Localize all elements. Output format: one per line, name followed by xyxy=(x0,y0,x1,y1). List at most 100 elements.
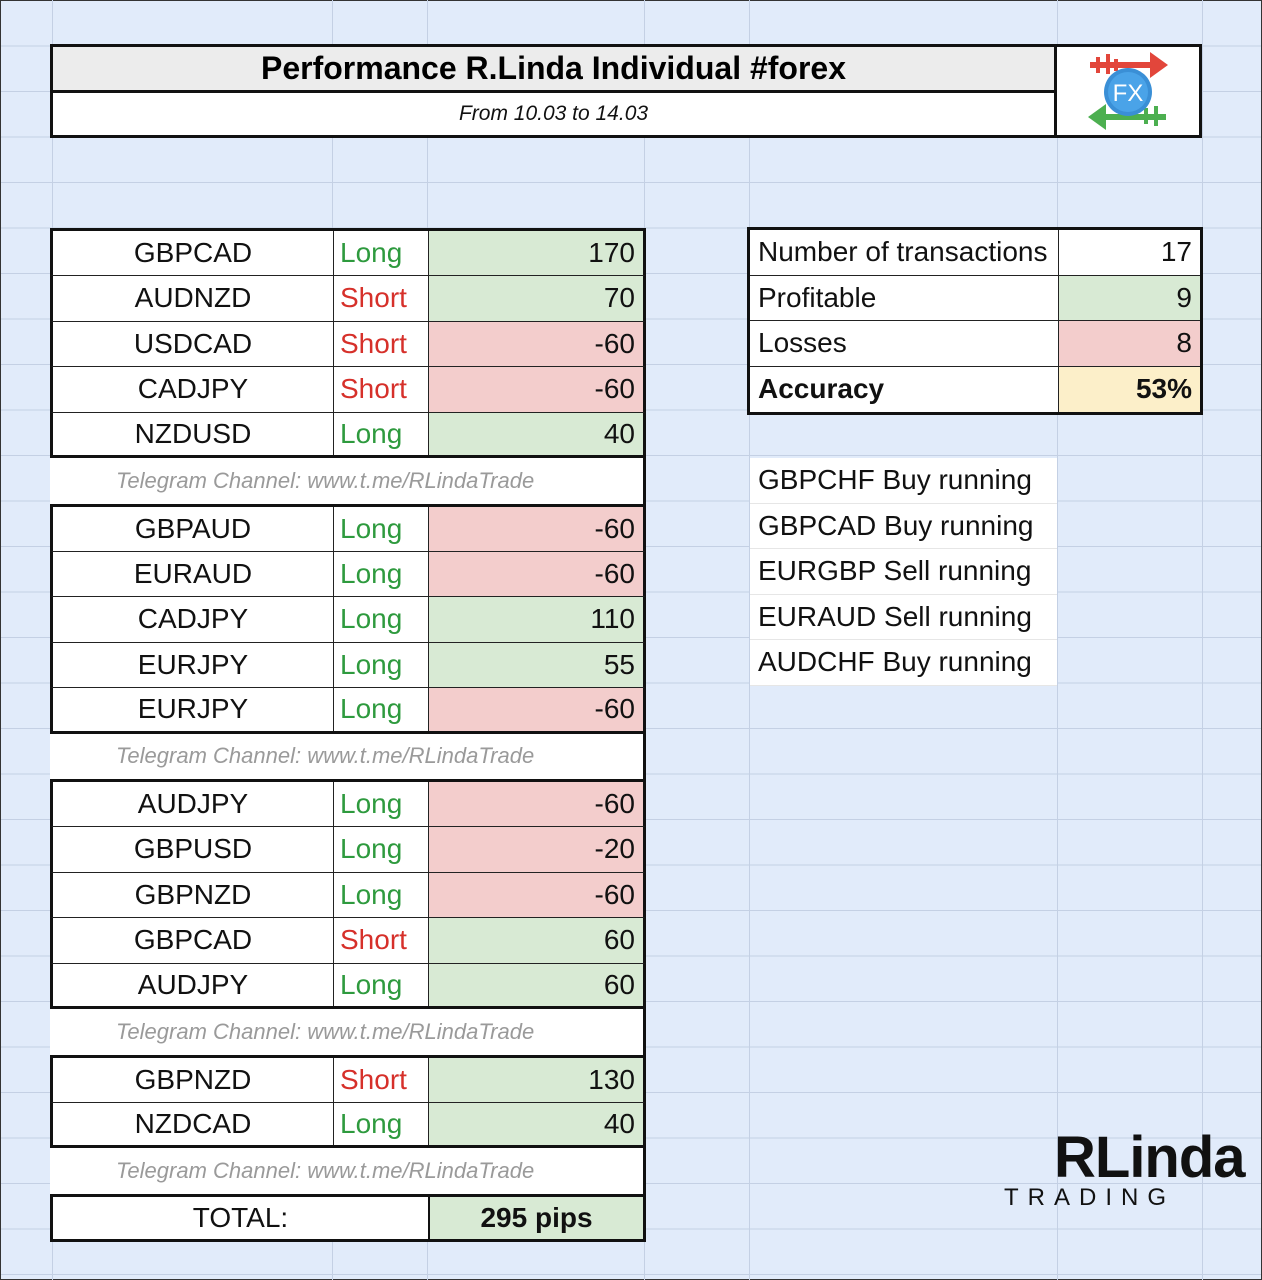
trade-row: EURJPY Long -60 xyxy=(50,688,646,734)
trade-row: NZDCAD Long 40 xyxy=(50,1102,646,1148)
telegram-channel-row: Telegram Channel: www.t.me/RLindaTrade xyxy=(50,733,646,779)
trade-row: GBPNZD Short 130 xyxy=(50,1054,646,1103)
trade-direction: Long xyxy=(333,688,428,731)
trade-pips: 40 xyxy=(428,1102,643,1145)
losses-value: 8 xyxy=(1058,321,1200,366)
stats-row-profitable: Profitable 9 xyxy=(750,275,1200,321)
running-trade-item: EURGBP Sell running xyxy=(750,549,1057,595)
trade-row: AUDJPY Long -60 xyxy=(50,779,646,827)
trade-pair: EURJPY xyxy=(137,648,249,680)
trade-pair: NZDCAD xyxy=(134,1107,252,1139)
trade-pips: 60 xyxy=(428,918,643,963)
fx-logo: FX xyxy=(1057,47,1199,135)
trade-direction: Short xyxy=(333,276,428,321)
trade-pips: -60 xyxy=(428,367,643,412)
trade-row: AUDJPY Long 60 xyxy=(50,963,646,1009)
trade-pair: USDCAD xyxy=(133,327,253,359)
brand-tagline: TRADING xyxy=(1004,1184,1175,1211)
trade-direction: Long xyxy=(333,872,428,917)
running-trade-item: EURAUD Sell running xyxy=(750,594,1057,640)
total-label: TOTAL: xyxy=(192,1201,289,1233)
trade-pair: GBPCAD xyxy=(133,237,253,268)
accuracy-label: Accuracy xyxy=(758,373,885,405)
trade-pips: 170 xyxy=(428,231,643,275)
fx-exchange-icon: FX xyxy=(1088,52,1168,130)
trades-table: GBPCAD Long 170 AUDNZD Short 70 USDCAD Short -60… xyxy=(50,228,646,1242)
trade-row: AUDNZD Short 70 xyxy=(50,276,646,322)
trade-direction: Short xyxy=(333,367,428,412)
profitable-value: 9 xyxy=(1058,275,1200,320)
telegram-channel-row: Telegram Channel: www.t.me/RLindaTrade xyxy=(50,1009,646,1055)
grid-column-line xyxy=(1202,0,1203,1280)
trade-direction: Long xyxy=(333,412,428,455)
telegram-channel-text: Telegram Channel: www.t.me/RLindaTrade xyxy=(116,467,535,493)
trade-pair: GBPNZD xyxy=(134,878,252,910)
transactions-value: 17 xyxy=(1058,230,1200,275)
trade-row: GBPUSD Long -20 xyxy=(50,827,646,873)
trade-row: CADJPY Short -60 xyxy=(50,367,646,413)
trade-row: GBPCAD Long 170 xyxy=(50,228,646,276)
trade-row: USDCAD Short -60 xyxy=(50,321,646,367)
trade-pair: CADJPY xyxy=(137,603,249,635)
svg-text:FX: FX xyxy=(1113,80,1144,107)
trade-direction: Long xyxy=(333,231,428,275)
telegram-channel-text: Telegram Channel: www.t.me/RLindaTrade xyxy=(116,1157,535,1183)
grid-column-line xyxy=(1057,0,1058,1280)
trade-direction: Long xyxy=(333,506,428,551)
brand-name: RLinda xyxy=(1054,1125,1246,1190)
trade-pair: EURJPY xyxy=(137,693,249,725)
trade-direction: Short xyxy=(333,918,428,963)
trade-direction: Short xyxy=(333,321,428,366)
trade-pips: 60 xyxy=(428,963,643,1006)
telegram-channel-row: Telegram Channel: www.t.me/RLindaTrade xyxy=(50,458,646,504)
trade-pips: 55 xyxy=(428,642,643,687)
report-header: Performance R.Linda Individual #forex Fr… xyxy=(50,44,1202,138)
stats-row-accuracy: Accuracy 53% xyxy=(750,366,1200,412)
trade-pair: AUDJPY xyxy=(137,968,249,1000)
trade-pair: GBPNZD xyxy=(134,1063,252,1095)
trade-row: GBPCAD Short 60 xyxy=(50,918,646,964)
trade-direction: Long xyxy=(333,597,428,642)
trade-pair: AUDNZD xyxy=(134,282,252,314)
trade-row: GBPAUD Long -60 xyxy=(50,503,646,552)
telegram-channel-text: Telegram Channel: www.t.me/RLindaTrade xyxy=(116,1018,535,1044)
trade-pair: AUDJPY xyxy=(137,788,249,819)
running-trade-item: GBPCHF Buy running xyxy=(750,458,1057,504)
running-trade-item: AUDCHF Buy running xyxy=(750,640,1057,686)
trade-direction: Long xyxy=(333,963,428,1006)
trade-pair: GBPCAD xyxy=(133,924,253,956)
trade-pips: -60 xyxy=(428,506,643,551)
trade-pair: CADJPY xyxy=(137,373,249,405)
trade-pips: 110 xyxy=(428,597,643,642)
trade-pips: -60 xyxy=(428,872,643,917)
trade-pips: 70 xyxy=(428,276,643,321)
accuracy-value: 53% xyxy=(1058,366,1200,412)
trade-direction: Long xyxy=(333,782,428,826)
trade-direction: Long xyxy=(333,642,428,687)
profitable-label: Profitable xyxy=(758,281,877,313)
trade-pips: -60 xyxy=(428,688,643,731)
trade-pair: NZDUSD xyxy=(134,417,252,449)
trade-pair: EURAUD xyxy=(133,557,253,589)
trade-row: GBPNZD Long -60 xyxy=(50,872,646,918)
report-date-range: From 10.03 to 14.03 xyxy=(53,93,1057,135)
running-trades-list: GBPCHF Buy running GBPCAD Buy running EU… xyxy=(750,458,1057,686)
telegram-channel-row: Telegram Channel: www.t.me/RLindaTrade xyxy=(50,1148,646,1194)
trade-pair: GBPUSD xyxy=(133,833,253,865)
transactions-label: Number of transactions xyxy=(758,236,1048,268)
total-row: TOTAL: 295 pips xyxy=(50,1193,646,1242)
trade-row: EURAUD Long -60 xyxy=(50,551,646,597)
grid-column-line xyxy=(749,0,750,1280)
losses-label: Losses xyxy=(758,327,847,359)
brand-logo: RLinda TRADING xyxy=(1004,1124,1246,1214)
total-value: 295 pips xyxy=(428,1196,643,1239)
report-title: Performance R.Linda Individual #forex xyxy=(53,47,1057,93)
trade-pips: -60 xyxy=(428,321,643,366)
trade-direction: Long xyxy=(333,551,428,596)
trade-direction: Short xyxy=(333,1057,428,1102)
stats-table: Number of transactions 17 Profitable 9 L… xyxy=(747,227,1203,415)
trade-pips: 40 xyxy=(428,412,643,455)
trade-row: NZDUSD Long 40 xyxy=(50,412,646,458)
stats-row-losses: Losses 8 xyxy=(750,321,1200,367)
trade-row: CADJPY Long 110 xyxy=(50,597,646,643)
